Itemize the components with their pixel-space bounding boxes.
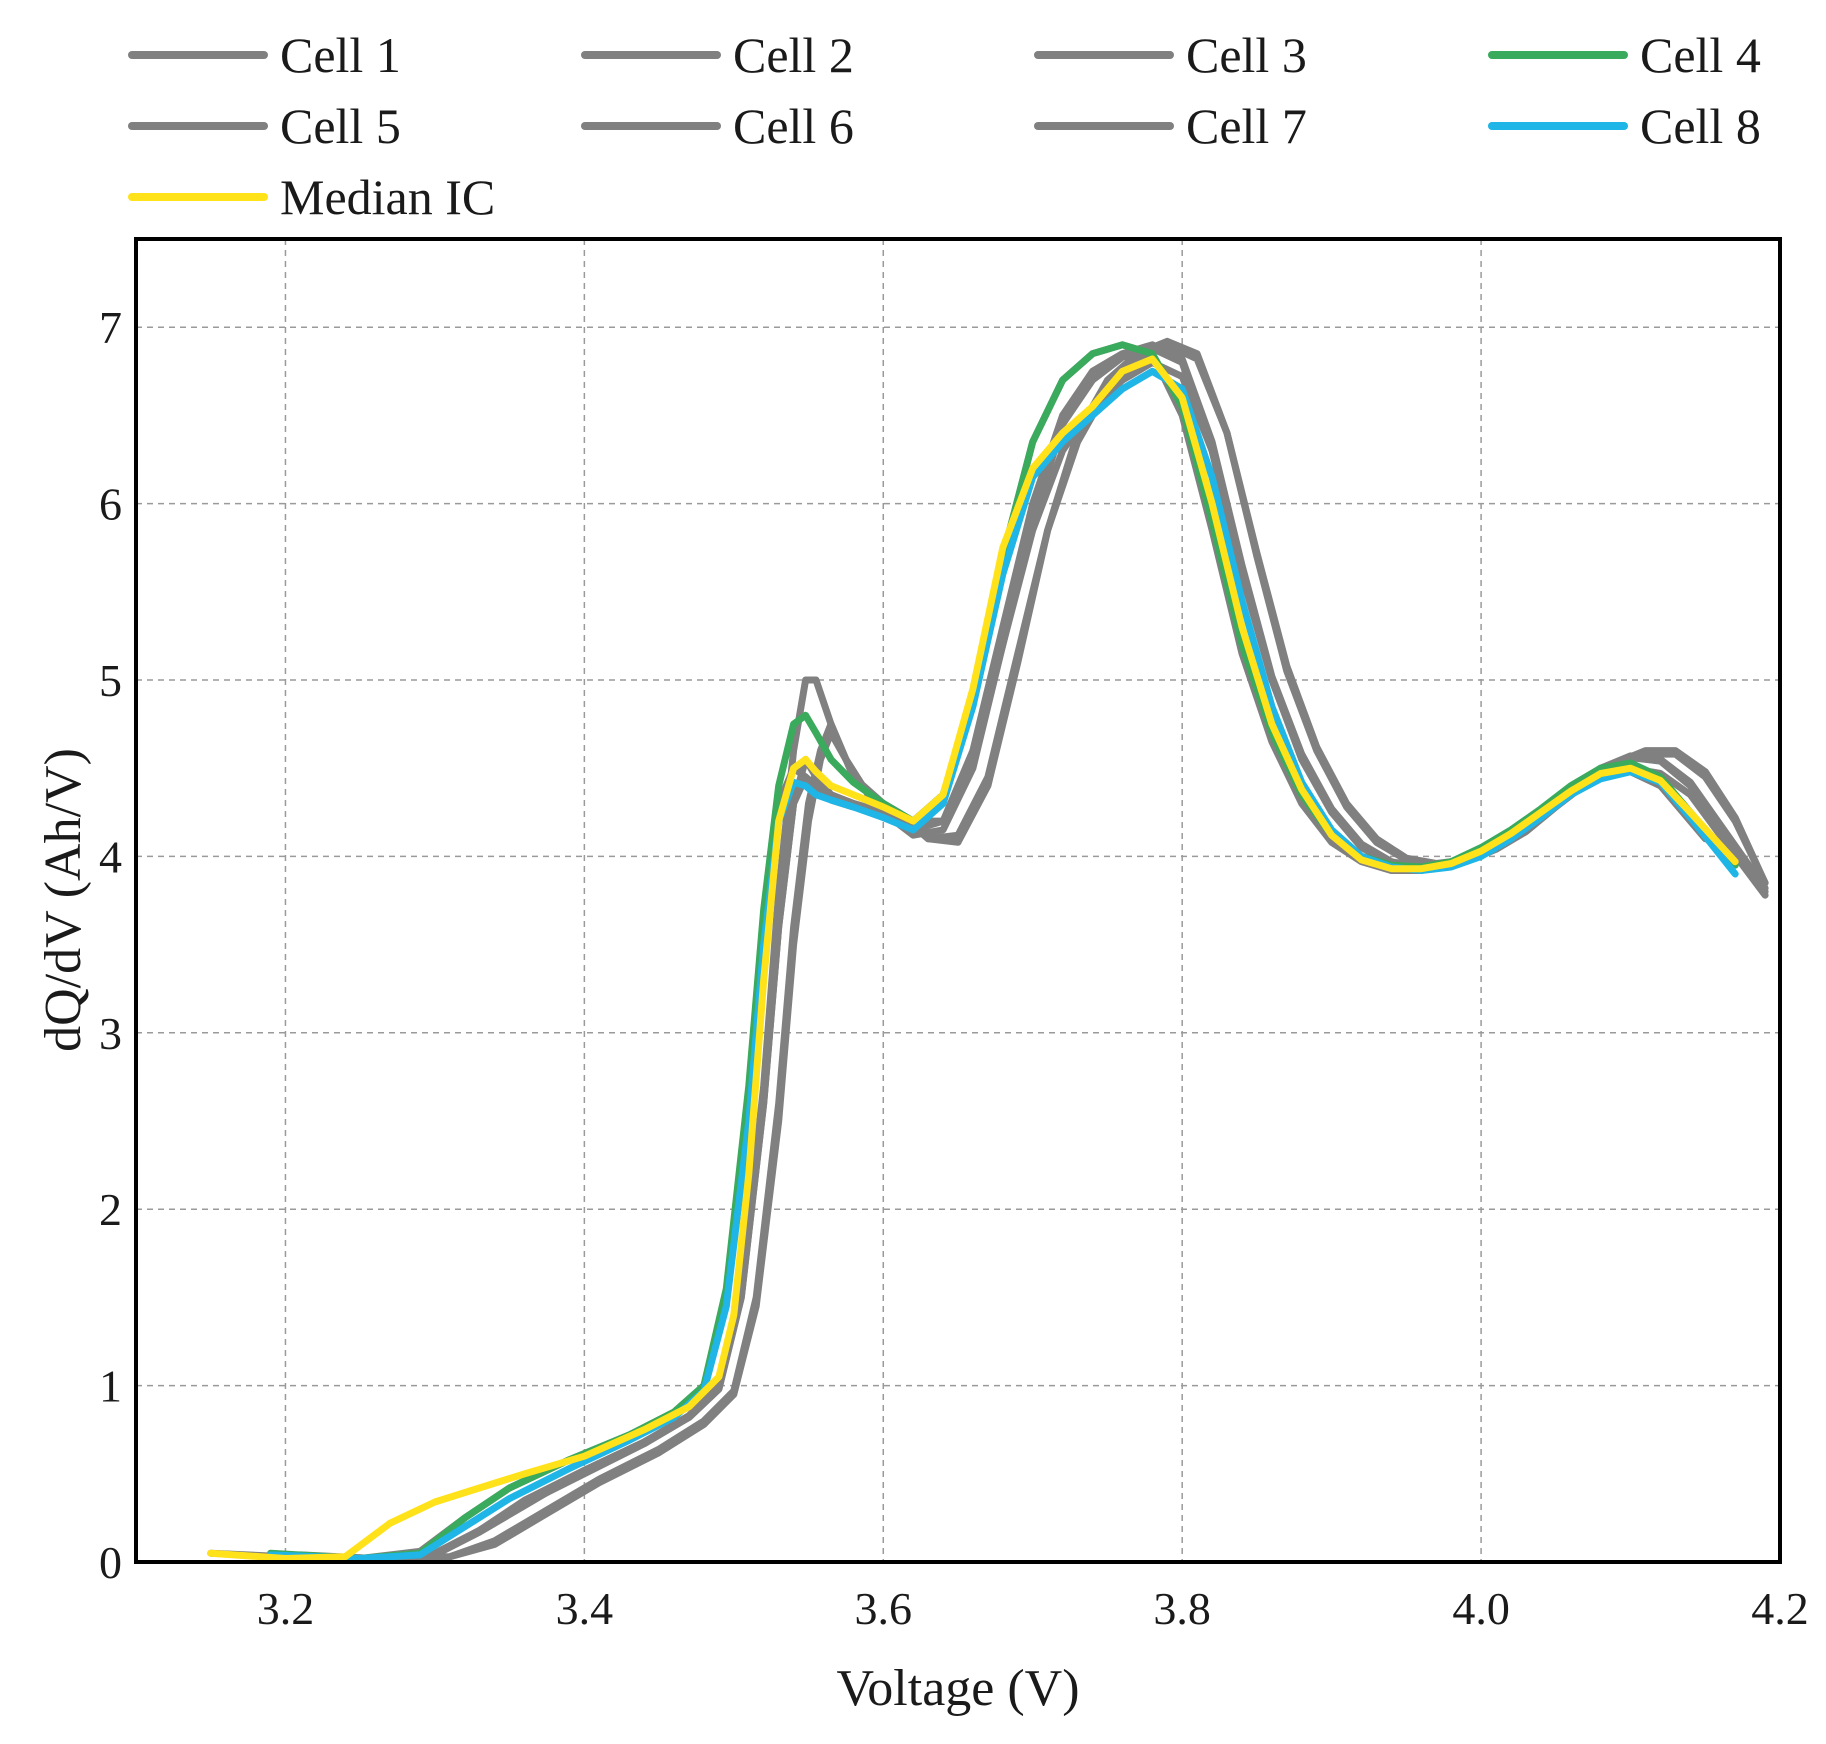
legend-label: Median IC bbox=[280, 169, 495, 225]
series-line-median-ic bbox=[207, 355, 1739, 1562]
plot-frame bbox=[134, 237, 1782, 1564]
y-tick-label: 4 bbox=[99, 831, 122, 882]
legend-label: Cell 2 bbox=[733, 27, 854, 83]
y-tick-label: 7 bbox=[99, 302, 122, 353]
legend-label: Cell 7 bbox=[1186, 98, 1307, 154]
legend-label: Cell 1 bbox=[280, 27, 401, 83]
x-tick-label: 3.4 bbox=[556, 1583, 614, 1634]
legend-label: Cell 6 bbox=[733, 98, 854, 154]
y-tick-label: 3 bbox=[99, 1008, 122, 1059]
legend-label: Cell 8 bbox=[1640, 98, 1761, 154]
series-lines bbox=[207, 337, 1769, 1562]
y-tick-label: 0 bbox=[99, 1537, 122, 1588]
legend: Cell 1 Cell 2 Cell 3 Cell 4 Cell 5 Cell 6 Cell… bbox=[128, 27, 1761, 225]
grid bbox=[136, 239, 1780, 1562]
y-tick-label: 6 bbox=[99, 479, 122, 530]
x-axis-label: Voltage (V) bbox=[836, 1660, 1079, 1717]
y-tick-label: 1 bbox=[99, 1361, 122, 1412]
series-line-cell-4 bbox=[267, 341, 1739, 1562]
y-tick-label: 2 bbox=[99, 1184, 122, 1235]
x-tick-label: 4.0 bbox=[1452, 1583, 1510, 1634]
y-tick-label: 5 bbox=[99, 655, 122, 706]
y-axis-ticks: 0 1 2 3 4 5 6 7 bbox=[99, 302, 122, 1588]
legend-label: Cell 5 bbox=[280, 98, 401, 154]
x-axis-ticks: 3.2 3.4 3.6 3.8 4.0 4.2 bbox=[257, 1583, 1809, 1634]
x-tick-label: 4.2 bbox=[1751, 1583, 1809, 1634]
legend-label: Cell 4 bbox=[1640, 27, 1761, 83]
x-tick-label: 3.2 bbox=[257, 1583, 315, 1634]
x-tick-label: 3.6 bbox=[855, 1583, 913, 1634]
x-tick-label: 3.8 bbox=[1153, 1583, 1211, 1634]
legend-label: Cell 3 bbox=[1186, 27, 1307, 83]
y-axis-label: dQ/dV (Ah/V) bbox=[35, 748, 92, 1052]
